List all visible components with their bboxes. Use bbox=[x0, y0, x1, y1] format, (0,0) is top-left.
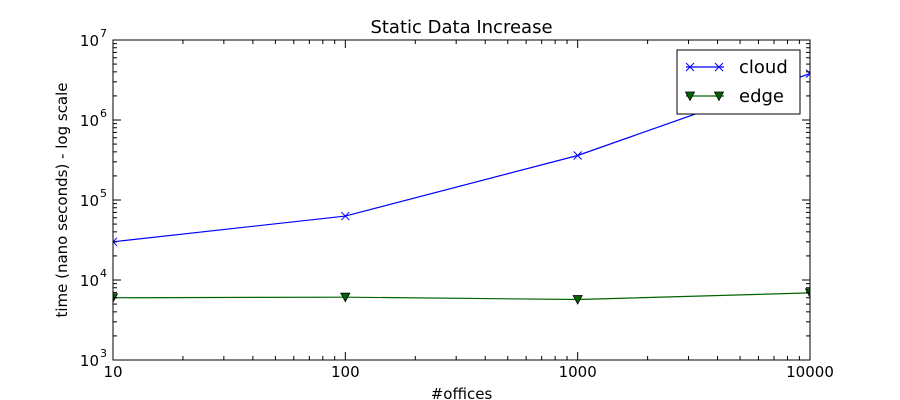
edge-point bbox=[340, 292, 351, 303]
y-tick-label-base: 10 bbox=[80, 192, 99, 210]
y-tick-label: 10 bbox=[80, 272, 99, 290]
y-tick-label-base: 10 bbox=[80, 272, 99, 290]
y-tick-label: 10 bbox=[80, 352, 99, 370]
y-tick-label: 10 bbox=[80, 32, 99, 50]
y-tick-label-exponent: 7 bbox=[100, 27, 107, 40]
edge-point bbox=[684, 91, 696, 102]
edge-point bbox=[713, 91, 725, 102]
y-tick-label-base: 10 bbox=[80, 32, 99, 50]
edge-line bbox=[113, 292, 810, 301]
cloud-point bbox=[714, 62, 724, 72]
chart-title: Static Data Increase bbox=[370, 17, 552, 38]
cloud-point bbox=[113, 237, 118, 247]
edge-point bbox=[804, 288, 810, 299]
cloud-line bbox=[113, 73, 810, 243]
legend: cloud edge bbox=[676, 49, 801, 115]
y-tick-label-base: 10 bbox=[80, 112, 99, 130]
y-tick-label-base: 10 bbox=[80, 352, 99, 370]
y-tick-label-exponent: 4 bbox=[100, 267, 107, 280]
x-tick-label: 100 bbox=[331, 363, 360, 381]
cloud-point bbox=[805, 69, 810, 78]
x-axis-label: #offices bbox=[431, 385, 493, 400]
y-tick-label: 10 bbox=[80, 192, 99, 210]
legend-edge-label: edge bbox=[739, 86, 784, 107]
x-tick-label: 1000 bbox=[559, 363, 597, 381]
x-tick-label: 10000 bbox=[786, 363, 834, 381]
y-tick-label-exponent: 5 bbox=[100, 187, 107, 200]
y-tick-label: 10 bbox=[80, 112, 99, 130]
y-axis-label: time (nano seconds) - log scale bbox=[53, 82, 71, 317]
x-tick-label: 10 bbox=[103, 363, 122, 381]
y-tick-label-exponent: 3 bbox=[100, 347, 107, 360]
legend-box bbox=[676, 49, 801, 115]
cloud-point bbox=[340, 211, 350, 221]
plot-frame bbox=[112, 39, 811, 361]
cloud-point bbox=[685, 62, 695, 72]
legend-cloud-label: cloud bbox=[739, 57, 788, 78]
cloud-point bbox=[573, 151, 583, 160]
y-tick-label-exponent: 6 bbox=[100, 107, 107, 120]
edge-point bbox=[572, 295, 583, 305]
series-layer bbox=[113, 69, 810, 305]
